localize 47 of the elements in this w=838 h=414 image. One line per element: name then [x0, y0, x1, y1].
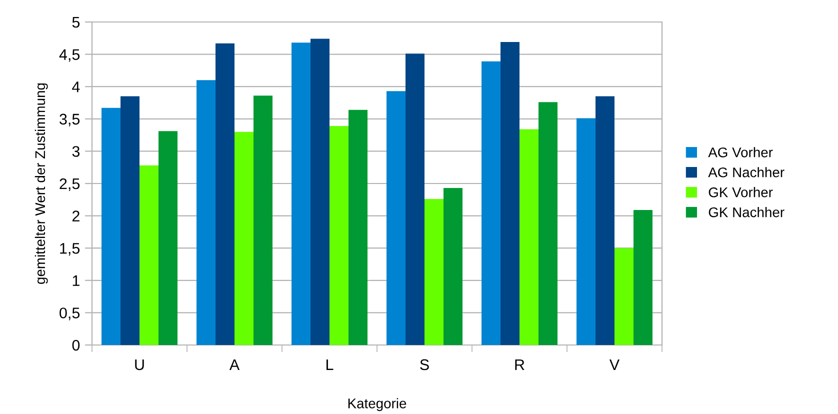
y-tick-label: 2,5	[60, 178, 80, 191]
legend-label: AG Vorher	[708, 147, 773, 158]
bar	[102, 108, 120, 345]
bar	[614, 248, 634, 345]
bar	[444, 188, 462, 345]
y-tick-label: 5	[72, 17, 80, 28]
bar	[634, 210, 652, 345]
x-axis-title: Kategorie	[348, 398, 406, 412]
x-tick-label: R	[515, 359, 524, 370]
y-tick-label: 0,5	[60, 308, 80, 320]
bar	[292, 42, 310, 345]
bar	[310, 38, 330, 345]
y-tick-label: 4	[72, 82, 80, 92]
bar	[406, 54, 424, 345]
bar	[196, 80, 216, 345]
bar	[234, 132, 254, 345]
x-tick-label: S	[420, 359, 429, 370]
legend-label: AG Nachher	[708, 167, 784, 178]
x-tick-label: A	[229, 359, 240, 370]
bar	[386, 91, 406, 345]
y-tick-label: 2	[72, 210, 80, 222]
y-axis-title: gemittelter Wert der Zustimmung	[34, 83, 48, 284]
bar	[482, 61, 500, 345]
legend-label: GK Vorher	[708, 187, 773, 198]
bar	[424, 199, 444, 345]
y-tick-label: 0	[72, 340, 80, 351]
bar	[596, 96, 614, 345]
bar	[216, 43, 234, 345]
bar	[520, 129, 538, 345]
bar	[330, 126, 348, 345]
legend-label: GK Nachher	[708, 207, 784, 218]
bar	[120, 96, 140, 345]
bar	[348, 110, 368, 345]
y-tick-label: 1,5	[60, 243, 80, 256]
x-tick-label: V	[609, 359, 620, 370]
y-tick-label: 1	[72, 275, 80, 286]
bar	[576, 118, 596, 345]
y-tick-label: 3,5	[60, 114, 80, 126]
y-tick-label: 4,5	[59, 49, 80, 62]
y-tick-label: 3	[72, 146, 80, 157]
bar	[500, 42, 520, 345]
bar	[140, 165, 158, 345]
x-tick-label: U	[135, 359, 144, 370]
bar	[538, 102, 558, 345]
bar	[158, 131, 178, 345]
x-tick-label: L	[326, 359, 334, 370]
bar	[254, 96, 272, 345]
